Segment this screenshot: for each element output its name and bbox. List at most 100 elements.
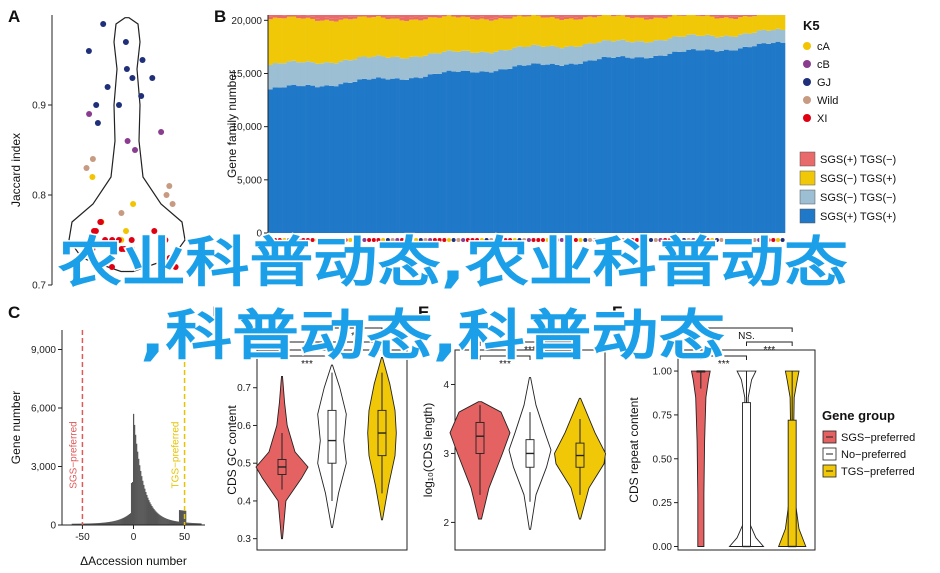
panel-b-bar-segment [738, 34, 743, 49]
panel-b-accession-dot [437, 238, 442, 242]
panel-b-bar-segment [709, 16, 715, 36]
panel-b-accession-dot [616, 238, 621, 242]
panel-b-bar-segment [329, 62, 335, 86]
panel-b-bar-segment [300, 18, 306, 63]
panel-e-frame [454, 349, 606, 551]
panel-b-bar-segment [554, 15, 560, 17]
panel-b-bar-segment [399, 15, 405, 18]
panel-b-bar-segment [770, 43, 776, 233]
panel-b-bar-segment [503, 16, 508, 19]
panel-b-bar-segment [644, 15, 649, 18]
panel-a-point-wild [169, 201, 176, 207]
panel-b-accession-dot [667, 238, 672, 242]
panel-a-point-gj [149, 75, 156, 81]
panel-b-bar-segment [611, 41, 617, 58]
panel-b-accession-dot [771, 238, 776, 242]
panel-b-accession-dot [761, 238, 766, 242]
panel-b-accession-dot [531, 238, 536, 242]
panel-c-bin [109, 521, 111, 525]
panel-b-bar-segment [488, 72, 494, 233]
panel-f-bracket-label: *** [763, 345, 775, 356]
panel-b-bar-segment [503, 50, 508, 70]
panel-b-accession-dot [404, 238, 409, 242]
panel-c-bin [190, 522, 192, 525]
panel-b-bar-segment [625, 41, 631, 58]
panel-b-bar-segment [272, 15, 278, 18]
panel-b-accession-dot [738, 238, 743, 242]
panel-b-bar-segment [559, 17, 565, 20]
panel-b-accession-dot [479, 238, 484, 242]
panel-f-bracket [700, 327, 793, 332]
panel-a-ytick-label: 0.8 [32, 191, 46, 202]
panel-d-ytick-label: 0.5 [237, 459, 251, 470]
panel-a-point-gj [122, 39, 129, 45]
panel-b-bar-segment [517, 65, 523, 233]
panel-b-bar-segment [535, 45, 541, 64]
panel-c-ytick-label: 0 [50, 521, 56, 532]
panel-c-bin [103, 522, 105, 525]
panel-b-accession-dot [700, 238, 705, 242]
panel-b-bar-segment [474, 19, 480, 53]
panel-c-ytick-label: 6,000 [31, 404, 56, 415]
panel-b-bar-segment [662, 16, 668, 19]
panel-b-bar-segment [658, 15, 664, 18]
panel-a-point-wild [118, 210, 125, 216]
panel-a-point-xi [151, 228, 158, 234]
panel-b-bar-segment [676, 15, 682, 16]
panel-b-bar-segment [526, 16, 532, 47]
panel-b-bar-segment [286, 15, 292, 17]
panel-b-bar-segment [315, 63, 320, 88]
panel-a-point-cb [132, 147, 138, 153]
panel-b-bar-segment [446, 50, 452, 71]
panel-b-bar-segment [329, 20, 335, 63]
panel-c-bin [76, 523, 79, 525]
panel-f: F 0.00 0.25 0.50 0.75 1.00 CDS repeat content *… [612, 303, 816, 553]
panel-b-bar-segment [474, 72, 480, 233]
panel-b-bar-segment [498, 15, 504, 16]
panel-b-bar-segment [568, 46, 574, 64]
panel-b-bar-segment [413, 15, 419, 17]
panel-b-bar-segment [766, 43, 772, 233]
panel-a-point-xi [82, 246, 88, 252]
panel-b-bar-segment [300, 86, 306, 233]
panel-c-bin [100, 522, 102, 525]
panel-b-bar-segment [573, 46, 579, 65]
panel-c-bin [82, 523, 85, 525]
panel-b-bar-segment [277, 18, 283, 64]
panel-b-bar-segment [554, 64, 560, 233]
panel-b-bar-segment [305, 15, 311, 18]
panel-c-bins [71, 413, 202, 525]
panel-f-ytick-label: 0.25 [653, 498, 673, 509]
panel-b-accession-dot [672, 238, 677, 242]
panel-b-bar-segment [352, 15, 358, 17]
panel-a-point-gj [138, 93, 145, 99]
panel-a-point-xi [162, 237, 169, 243]
panel-c-bin [152, 507, 154, 525]
panel-b-bar-segment [639, 17, 645, 42]
panel-b-bar-segment [592, 60, 598, 234]
panel-d-ytick-label: 0.3 [237, 534, 251, 545]
panel-b-bar-segment [512, 66, 518, 234]
panel-b-bar-segment [686, 15, 692, 35]
panel-b-accession-dot [639, 238, 644, 242]
panel-b-bar-segment [587, 60, 593, 233]
panel-b-accession-dot [362, 238, 367, 242]
panel-b-accession-dot [743, 238, 747, 242]
panel-b-bar-segment [366, 17, 372, 58]
panel-b-bar-segment [413, 56, 419, 78]
panel-c-bin [160, 515, 162, 525]
panel-b-bar-segment [310, 16, 316, 19]
panel-c-bin [98, 523, 100, 525]
panel-b-bar-segment [277, 63, 283, 88]
panel-c-bin [147, 497, 149, 525]
panel-f-box [742, 402, 751, 547]
panel-f-legend-label: SGS−preferred [841, 432, 915, 444]
panel-b-accession-dot [385, 238, 390, 242]
panel-b-bar-segment [474, 17, 480, 20]
panel-b-bar-segment [723, 15, 729, 18]
panel-b-bar-segment [333, 63, 339, 87]
panel-b-bar-segment [460, 16, 466, 51]
panel-c-bin [105, 522, 107, 525]
panel-a-point-xi [166, 255, 173, 261]
panel-c-bin [110, 521, 112, 525]
